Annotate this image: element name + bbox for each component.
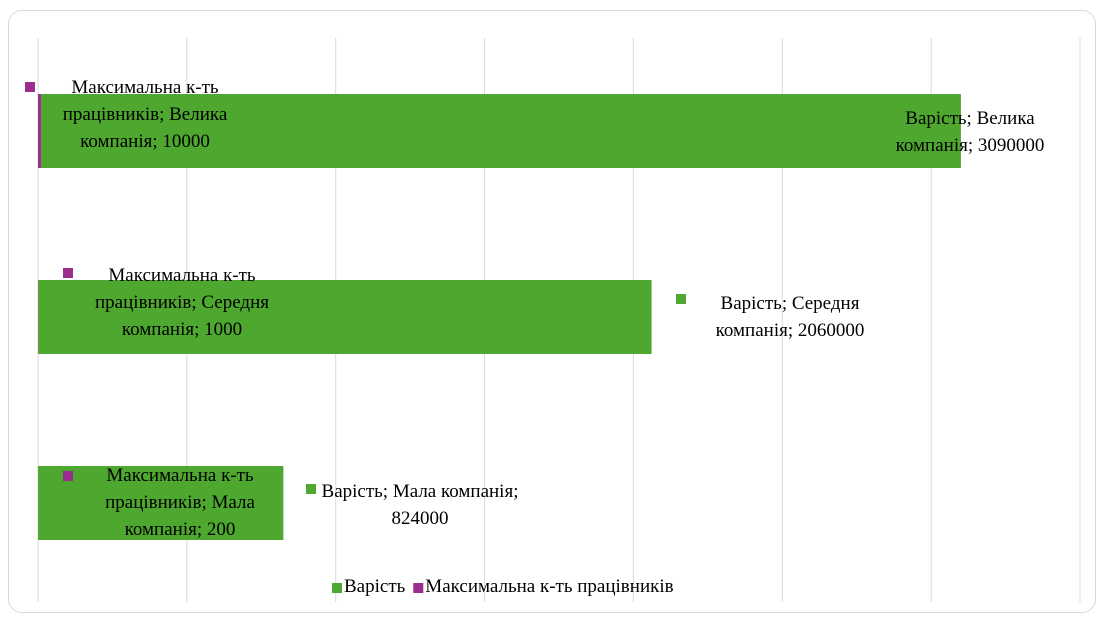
- legend-label: Максимальна к-ть працівників: [425, 576, 674, 597]
- bar: [38, 466, 284, 540]
- bar: [38, 280, 652, 354]
- data-label: Варість; Мала компанія; 824000: [321, 481, 519, 529]
- label-marker: [306, 484, 316, 494]
- label-marker: [63, 471, 73, 481]
- chart-frame: [8, 10, 1096, 613]
- data-label: Максимальна к-ть працівників; Середня ко…: [95, 265, 269, 340]
- bar: [40, 94, 961, 168]
- label-marker: [63, 268, 73, 278]
- legend-label: Варість: [344, 576, 406, 597]
- legend-marker: [332, 583, 342, 593]
- label-marker: [676, 294, 686, 304]
- data-label: Варість; Середня компанія; 2060000: [715, 293, 865, 341]
- data-label: Варість; Велика компанія; 3090000: [895, 108, 1045, 156]
- bar: [38, 94, 41, 168]
- label-marker: [25, 82, 35, 92]
- data-label: Максимальна к-ть працівників; Мала компа…: [105, 465, 255, 540]
- data-label: Максимальна к-ть працівників; Велика ком…: [62, 77, 228, 152]
- legend-marker: [413, 583, 424, 593]
